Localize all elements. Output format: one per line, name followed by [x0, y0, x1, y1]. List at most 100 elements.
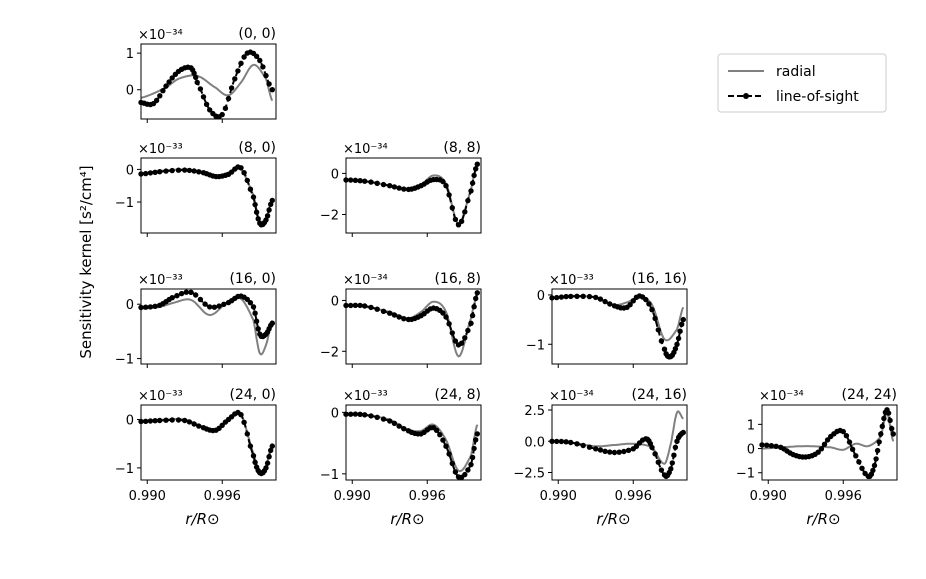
- los-marker: [672, 444, 679, 450]
- los-marker: [374, 306, 380, 312]
- los-marker: [452, 469, 459, 475]
- los-marker: [368, 179, 374, 185]
- los-marker: [443, 183, 449, 189]
- los-marker: [147, 418, 154, 424]
- los-marker: [188, 289, 194, 295]
- panel-title: (24, 16): [632, 387, 687, 403]
- los-marker: [186, 419, 193, 425]
- panel-title: (8, 0): [238, 140, 276, 156]
- y-tick-label: 0: [331, 294, 339, 309]
- los-marker: [607, 449, 613, 455]
- los-marker: [352, 411, 359, 417]
- los-marker: [368, 304, 374, 311]
- los-marker: [183, 289, 189, 295]
- los-marker: [266, 81, 272, 87]
- los-marker: [380, 181, 387, 188]
- los-marker: [153, 97, 160, 104]
- panel-frame: [345, 404, 482, 481]
- scale-factor-label: ×10⁻³⁴: [759, 389, 804, 404]
- panel-title: (0, 0): [238, 26, 276, 42]
- legend: radial line-of-sight: [717, 53, 887, 113]
- scale-factor-label: ×10⁻³³: [549, 273, 594, 288]
- los-marker: [247, 186, 254, 192]
- los-marker: [252, 459, 258, 465]
- los-marker: [469, 454, 476, 461]
- panel-6: 0 −1 0.990 0.996 r/R⊙ ×10⁻³³ (24, 0): [115, 387, 277, 528]
- x-tick-label: 0.996: [409, 489, 446, 504]
- y-tick-label: 0: [126, 84, 134, 99]
- los-marker: [773, 443, 779, 449]
- los-marker: [602, 448, 608, 454]
- panel-title: (24, 0): [229, 387, 276, 403]
- los-marker: [452, 216, 459, 223]
- panel-3: 0 −1 ×10⁻³³ (16, 0): [115, 271, 277, 368]
- los-marker: [387, 310, 393, 316]
- los-marker: [200, 94, 207, 100]
- los-line: [141, 51, 274, 118]
- los-marker: [870, 467, 876, 474]
- los-marker: [175, 167, 182, 173]
- y-tick-label: −1: [736, 467, 755, 482]
- los-marker: [163, 168, 169, 174]
- los-marker: [440, 437, 446, 443]
- los-marker: [374, 180, 380, 186]
- x-axis-label: r/R⊙: [806, 510, 840, 528]
- scale-factor-label: ×10⁻³⁴: [549, 389, 594, 404]
- los-marker: [443, 443, 449, 449]
- los-marker: [474, 431, 480, 437]
- los-marker: [357, 302, 363, 309]
- los-marker: [885, 410, 892, 416]
- panel-frame: [345, 288, 482, 365]
- scale-factor-label: ×10⁻³⁴: [343, 273, 388, 288]
- los-marker: [241, 419, 247, 425]
- los-marker: [238, 60, 244, 66]
- scale-factor-label: ×10⁻³³: [138, 389, 183, 404]
- los-marker: [474, 290, 480, 296]
- los-marker: [473, 295, 479, 302]
- los-marker: [264, 213, 271, 219]
- los-marker: [468, 320, 474, 326]
- los-marker: [252, 201, 258, 208]
- panel-title: (16, 16): [632, 271, 687, 287]
- los-marker: [374, 414, 380, 420]
- los-marker: [219, 111, 225, 118]
- los-marker: [169, 295, 175, 301]
- legend-los-label: line-of-sight: [776, 89, 859, 105]
- los-marker: [649, 307, 655, 313]
- los-marker: [876, 439, 882, 445]
- los-marker: [157, 169, 163, 175]
- panel-frame: [345, 157, 482, 234]
- los-marker: [586, 444, 593, 450]
- los-marker: [174, 293, 180, 299]
- panel-title: (16, 8): [434, 271, 481, 287]
- panel-title: (8, 8): [443, 140, 481, 156]
- los-marker: [250, 453, 257, 459]
- los-marker: [396, 423, 402, 429]
- los-marker: [143, 418, 149, 424]
- los-marker: [193, 74, 199, 81]
- los-marker: [443, 314, 449, 320]
- los-marker: [554, 294, 560, 301]
- los-marker: [856, 459, 862, 465]
- panel-title: (24, 8): [434, 387, 481, 403]
- los-marker: [401, 186, 407, 192]
- los-marker: [250, 304, 257, 310]
- los-marker: [658, 467, 665, 473]
- los-marker: [433, 427, 440, 433]
- los-marker: [586, 293, 593, 300]
- los-marker: [574, 441, 580, 447]
- radial-line: [552, 294, 685, 342]
- los-marker: [207, 107, 213, 113]
- los-marker: [368, 413, 374, 419]
- los-marker: [649, 444, 655, 451]
- los-marker: [889, 425, 895, 432]
- los-marker: [455, 222, 462, 228]
- los-marker: [871, 462, 878, 469]
- y-tick-label: 0: [126, 414, 134, 429]
- los-marker: [672, 346, 679, 352]
- radial-line: [346, 163, 479, 225]
- panel-9: 1 0 −1 0.990 0.996 r/R⊙ ×10⁻³⁴ (24, 24): [736, 387, 898, 528]
- los-marker: [157, 93, 163, 99]
- los-marker: [593, 294, 599, 301]
- los-marker: [197, 86, 204, 92]
